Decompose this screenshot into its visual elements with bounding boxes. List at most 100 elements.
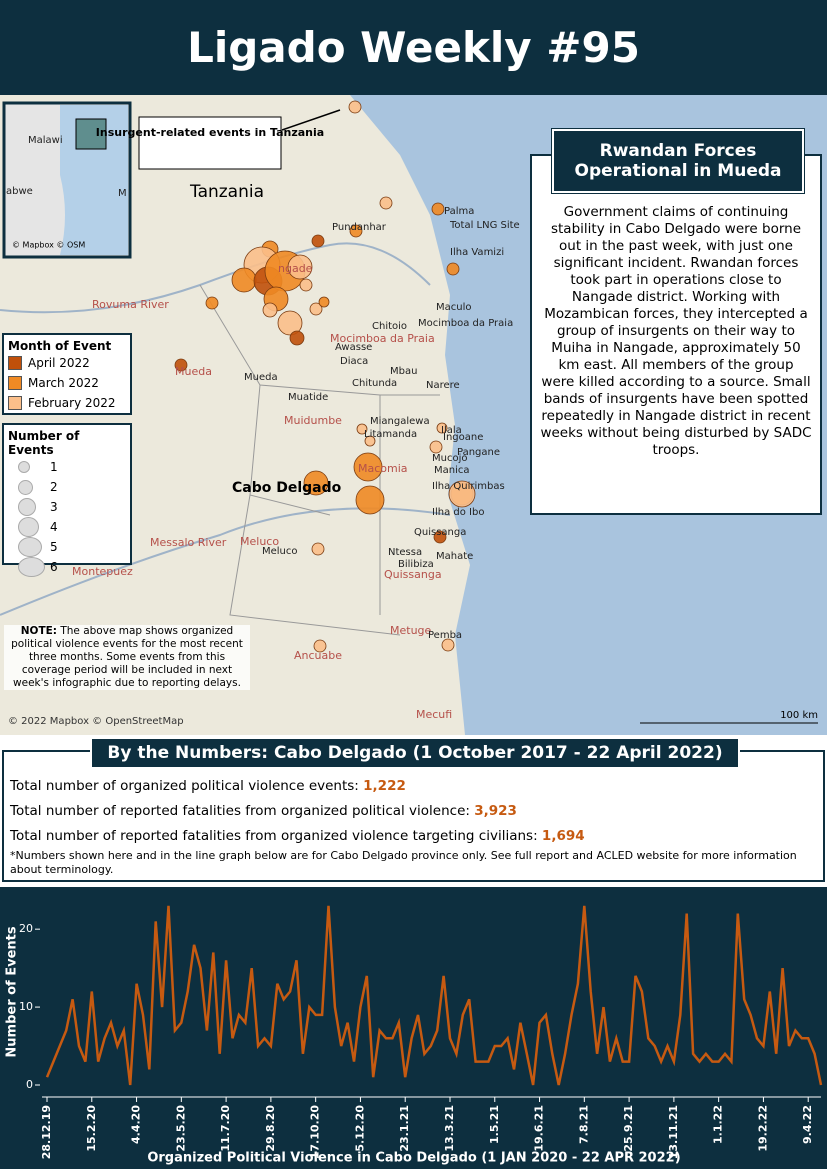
legend-item: 1 — [8, 457, 126, 477]
event-marker — [448, 480, 476, 508]
place-name: Ilha Vamizi — [450, 247, 504, 258]
legend-label: 6 — [50, 560, 58, 574]
sidebar: Government claims of continuing stabilit… — [530, 154, 822, 515]
legend-item: 3 — [8, 497, 126, 517]
event-marker — [277, 310, 303, 336]
legend-label: 2 — [50, 480, 58, 494]
event-marker — [429, 440, 443, 454]
event-marker — [287, 254, 313, 280]
legend-label: 3 — [50, 500, 58, 514]
numbers-box: Total number of organized political viol… — [2, 750, 825, 882]
place-name: Awasse — [335, 342, 372, 353]
legend-circle — [18, 537, 42, 557]
x-tick-label: 9.4.22 — [801, 1105, 814, 1144]
x-axis-label: Organized Political Violence in Cabo Del… — [147, 1151, 680, 1166]
place-name: Ilala — [441, 425, 462, 436]
place-name: Meluco — [262, 546, 298, 557]
event-marker — [364, 435, 376, 447]
place-name: Palma — [444, 206, 474, 217]
x-tick-label: 28.12.19 — [40, 1105, 53, 1159]
place-name: Chitoio — [372, 321, 407, 332]
event-marker — [309, 302, 323, 316]
stat-label: Total number of organized political viol… — [10, 778, 359, 794]
legend-item: 4 — [8, 517, 126, 537]
legend-label: February 2022 — [28, 396, 116, 410]
x-tick-label: 25.9.21 — [622, 1105, 635, 1152]
event-marker — [205, 296, 219, 310]
region-name: ngade — [278, 262, 313, 275]
region-name: Mueda — [175, 365, 212, 378]
callout-box — [138, 116, 282, 170]
place-name: Diaca — [340, 356, 368, 367]
x-tick-label: 1.5.21 — [488, 1105, 501, 1144]
x-tick-label: 15.2.20 — [85, 1105, 98, 1152]
event-marker — [303, 470, 329, 496]
inset-label: Malawi — [28, 135, 63, 146]
district-border — [199, 284, 440, 636]
country-label: Tanzania — [189, 182, 264, 202]
legend-title: Number of Events — [8, 429, 80, 457]
event-marker — [262, 302, 278, 318]
x-tick-label: 23.5.20 — [174, 1105, 187, 1152]
place-name: Pangane — [457, 447, 500, 458]
legend-swatch — [8, 376, 22, 390]
legend-item: 2 — [8, 477, 126, 497]
event-marker — [431, 202, 445, 216]
legend-label: 5 — [50, 540, 58, 554]
header: Ligado Weekly #95 — [0, 0, 827, 95]
region-name: Muidumbe — [284, 414, 342, 427]
place-name: Narere — [426, 380, 460, 391]
place-name: Ntessa — [388, 547, 422, 558]
place-name: Muatide — [288, 392, 328, 403]
region-name: Meluco — [240, 535, 279, 548]
region-name: Rovuma River — [92, 298, 169, 311]
region-name: Mecufi — [416, 708, 452, 721]
place-name: Mahate — [436, 551, 473, 562]
region-label: Cabo Delgado — [232, 480, 342, 496]
x-tick-label: 4.4.20 — [130, 1105, 143, 1144]
x-tick-label: 29.8.20 — [264, 1105, 277, 1152]
x-tick-label: 19.6.21 — [533, 1105, 546, 1152]
region-name: Mocimboa da Praia — [330, 332, 435, 345]
y-tick-label: 10 — [19, 1000, 33, 1013]
legend-sizes: Number of Events 1 2 3 4 5 6 — [2, 423, 132, 577]
inset-label: M — [118, 188, 127, 199]
place-name: Ilha Quirimbas — [432, 481, 505, 492]
region-name: Messalo River — [150, 536, 227, 549]
x-tick-label: 13.11.21 — [667, 1105, 680, 1159]
y-axis-label: Number of Events — [5, 926, 20, 1057]
event-marker — [355, 485, 385, 515]
map-note: NOTE: The above map shows organized poli… — [4, 625, 250, 690]
place-name: Maculo — [436, 302, 472, 313]
event-marker — [441, 638, 455, 652]
event-marker — [356, 423, 368, 435]
place-name: Mbau — [390, 366, 417, 377]
legend-label: 1 — [50, 460, 58, 474]
legend-months: Month of Event April 2022 March 2022 Febru… — [2, 333, 132, 415]
event-marker — [436, 422, 448, 434]
region-name: Quissanga — [384, 568, 442, 581]
region-name: Macomia — [358, 462, 408, 475]
x-tick-label: 19.2.22 — [756, 1105, 769, 1152]
callout-arrow — [281, 109, 341, 131]
legend-label: March 2022 — [28, 376, 99, 390]
inset-focus — [75, 118, 107, 150]
event-marker — [348, 100, 362, 114]
legend-label: April 2022 — [28, 356, 90, 370]
event-marker — [174, 358, 188, 372]
numbers-title: By the Numbers: Cabo Delgado (1 October … — [90, 737, 740, 769]
x-tick-label: 1.1.22 — [712, 1105, 725, 1144]
legend-circle — [18, 461, 30, 473]
region-name: Metuge — [390, 624, 432, 637]
x-tick-label: 17.10.20 — [309, 1105, 322, 1160]
legend-circle — [18, 498, 36, 516]
event-marker — [318, 296, 330, 308]
place-name: Mueda — [244, 372, 278, 383]
x-tick-label: 7.8.21 — [577, 1105, 590, 1144]
footnote: *Numbers shown here and in the line grap… — [10, 849, 797, 876]
place-name: Litamanda — [364, 429, 417, 440]
event-marker — [433, 530, 447, 544]
legend-swatch — [8, 356, 22, 370]
